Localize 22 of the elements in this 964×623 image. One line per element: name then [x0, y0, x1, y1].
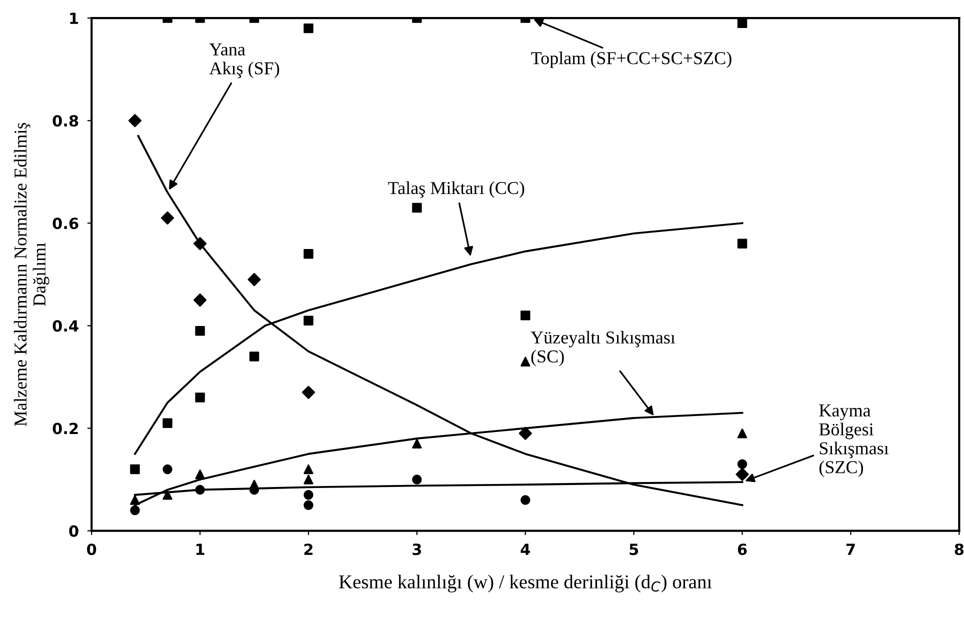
- y-tick-label: 0.4: [52, 320, 78, 332]
- x-tick-label: 3: [412, 544, 422, 556]
- x-tick-label: 2: [304, 544, 312, 555]
- annotation: Kayma Bölgesi Sıkışması (SZC): [819, 404, 889, 477]
- x-tick-label: 4: [520, 544, 530, 555]
- x-tick-label: 6: [738, 544, 747, 556]
- annotation: Toplam (SF+CC+SC+SZC): [531, 52, 732, 68]
- annotation: Talaş Miktarı (CC): [388, 181, 524, 198]
- annotation: Yüzeyaltı Sıkışması (SC): [530, 330, 676, 366]
- y-axis-title: Malzeme Kaldırmanın Normalize Edilmiş Dağılımı: [14, 122, 50, 426]
- y-tick-label: 0.6: [52, 218, 78, 230]
- x-tick-label: 1: [196, 544, 204, 555]
- x-tick-label: 0: [86, 544, 96, 556]
- x-tick-label: 5: [630, 544, 638, 556]
- x-axis-title: Kesme kalınlığı (w) / kesme derinliği (d$_{C}$) oranı: [339, 574, 712, 592]
- annotation: Yana Akış (SF): [209, 44, 280, 78]
- y-tick-label: 1: [70, 12, 78, 24]
- y-tick-label: 0.2: [52, 422, 78, 434]
- y-tick-label: 0: [69, 525, 78, 537]
- x-tick-label: 7: [846, 544, 855, 555]
- y-tick-label: 0.8: [52, 115, 78, 127]
- x-tick-label: 8: [954, 544, 964, 556]
